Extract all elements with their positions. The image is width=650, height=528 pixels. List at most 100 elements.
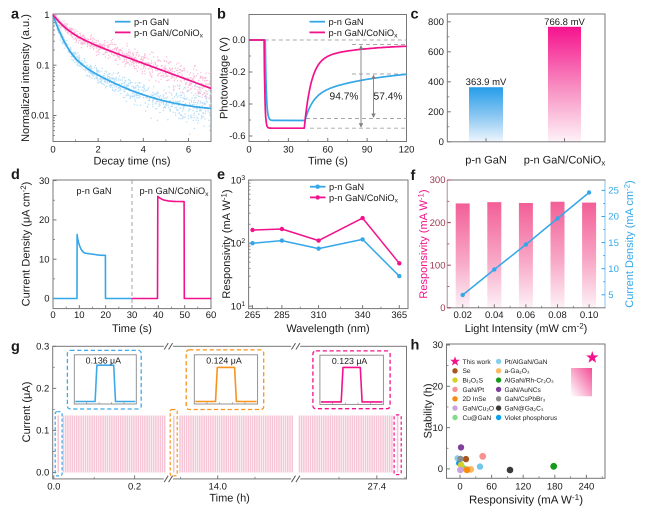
svg-text:0: 0 (438, 464, 443, 475)
svg-text:a: a (11, 7, 20, 23)
svg-text:363.9 mV: 363.9 mV (466, 77, 507, 88)
svg-text:Cu@GaN: Cu@GaN (463, 415, 492, 422)
svg-text:p-n GaN/CoNiOx: p-n GaN/CoNiOx (134, 28, 204, 40)
svg-text:p-n GaN: p-n GaN (465, 155, 507, 167)
svg-text:20: 20 (39, 215, 50, 226)
svg-text:Current Density (μA cm-2): Current Density (μA cm-2) (19, 182, 32, 307)
svg-text:101: 101 (231, 301, 246, 312)
svg-text:Current Density (mA cm-2): Current Density (mA cm-2) (623, 180, 636, 307)
svg-text:0.2: 0.2 (128, 482, 141, 493)
svg-text:Se: Se (463, 368, 471, 375)
svg-text:Responsivity (mA W-1): Responsivity (mA W-1) (469, 493, 583, 506)
svg-text:p-n GaN/CoNiOx: p-n GaN/CoNiOx (140, 186, 210, 198)
svg-text:120: 120 (399, 144, 415, 155)
svg-text:0.0: 0.0 (36, 468, 49, 479)
svg-text:Decay time (ns): Decay time (ns) (93, 155, 170, 167)
svg-text:30: 30 (39, 176, 50, 187)
svg-text:0: 0 (44, 294, 49, 305)
svg-text:0.0: 0.0 (232, 35, 245, 46)
svg-text:GaN/Pt: GaN/Pt (463, 387, 485, 394)
svg-text:0.3: 0.3 (36, 342, 49, 353)
svg-text:200: 200 (430, 218, 446, 229)
svg-text:Responsivity (mA W-1): Responsivity (mA W-1) (417, 189, 430, 298)
svg-text:0: 0 (50, 144, 55, 155)
svg-text:e: e (217, 167, 225, 183)
svg-text:Responsivity (mA W-1): Responsivity (mA W-1) (220, 189, 233, 298)
svg-text:30: 30 (283, 144, 294, 155)
svg-text:Time (s): Time (s) (112, 323, 152, 335)
svg-text:Bi₂O₂S: Bi₂O₂S (463, 378, 484, 385)
svg-text:Current (μA): Current (μA) (21, 382, 33, 443)
svg-text:p-n GaN/CoNiOx: p-n GaN/CoNiOx (329, 28, 399, 40)
svg-text:400: 400 (428, 77, 444, 88)
svg-text:102: 102 (231, 238, 246, 249)
svg-text:GaN/Cu₂O: GaN/Cu₂O (463, 406, 495, 413)
svg-text:57.4%: 57.4% (374, 92, 403, 103)
svg-text:Violet phosphorus: Violet phosphorus (505, 415, 558, 422)
svg-text:Pt/AlGaN/GaN: Pt/AlGaN/GaN (505, 359, 548, 366)
svg-text:0.06: 0.06 (517, 310, 536, 321)
svg-text:766.8 mV: 766.8 mV (544, 17, 585, 28)
svg-text:GaN/CsPbBr₃: GaN/CsPbBr₃ (505, 396, 546, 403)
svg-text:0.1: 0.1 (36, 60, 49, 71)
svg-text:10: 10 (608, 264, 619, 275)
svg-text:265: 265 (245, 310, 261, 321)
svg-text:-0.2: -0.2 (229, 67, 245, 78)
svg-text:0: 0 (439, 137, 444, 148)
svg-text:25: 25 (608, 186, 619, 197)
svg-text:5: 5 (608, 290, 613, 301)
svg-text:0.10: 0.10 (580, 310, 599, 321)
svg-text:20: 20 (100, 310, 111, 321)
svg-text:0.02: 0.02 (453, 310, 472, 321)
svg-text:Light Intensity (mW cm-2): Light Intensity (mW cm-2) (465, 322, 588, 335)
svg-text:30: 30 (433, 340, 444, 351)
svg-text:-0.4: -0.4 (229, 99, 245, 110)
svg-text:a-Ga₂O₃: a-Ga₂O₃ (505, 368, 530, 375)
svg-text:285: 285 (274, 310, 290, 321)
svg-text:0.01: 0.01 (31, 111, 50, 122)
svg-text:0.136 μA: 0.136 μA (86, 356, 122, 366)
svg-text:10: 10 (39, 254, 50, 265)
svg-text:27.4: 27.4 (368, 482, 387, 493)
svg-text:60: 60 (206, 310, 217, 321)
svg-text:20: 20 (433, 382, 444, 393)
svg-text:0.123 μA: 0.123 μA (332, 356, 368, 366)
svg-text:0.04: 0.04 (485, 310, 504, 321)
svg-text:200: 200 (428, 107, 444, 118)
svg-text:103: 103 (231, 175, 246, 186)
svg-text:240: 240 (578, 481, 594, 492)
svg-text:180: 180 (547, 481, 563, 492)
svg-text:365: 365 (391, 310, 407, 321)
svg-text:40: 40 (153, 310, 164, 321)
svg-text:90: 90 (362, 144, 373, 155)
svg-text:p-n GaN: p-n GaN (134, 17, 169, 27)
svg-text:15: 15 (608, 238, 619, 249)
svg-text:0: 0 (246, 144, 251, 155)
svg-text:Time (s): Time (s) (308, 155, 348, 167)
svg-text:4: 4 (141, 144, 146, 155)
svg-text:340: 340 (355, 310, 371, 321)
svg-text:14.0: 14.0 (208, 482, 227, 493)
svg-text:Wavelength (nm): Wavelength (nm) (286, 323, 369, 335)
svg-text:50: 50 (179, 310, 190, 321)
svg-text:10: 10 (433, 423, 444, 434)
svg-text:94.7%: 94.7% (330, 92, 359, 103)
svg-text:p-n GaN/CoNiOx: p-n GaN/CoNiOx (524, 155, 606, 168)
svg-text:GaN@Ga₂C₃: GaN@Ga₂C₃ (505, 406, 544, 413)
svg-text:310: 310 (311, 310, 327, 321)
svg-text:2: 2 (96, 144, 101, 155)
svg-text:-0.6: -0.6 (229, 131, 245, 142)
svg-text:p-n GaN/CoNiOx: p-n GaN/CoNiOx (329, 193, 399, 205)
svg-text:10: 10 (74, 310, 85, 321)
svg-text:Stability (h): Stability (h) (423, 383, 435, 438)
svg-text:20: 20 (608, 212, 619, 223)
svg-text:Photovoltage (V): Photovoltage (V) (219, 37, 231, 119)
svg-text:Normalized intensity (a.u.): Normalized intensity (a.u.) (20, 14, 32, 142)
svg-text:f: f (411, 168, 416, 184)
svg-text:0: 0 (50, 310, 55, 321)
svg-text:0: 0 (457, 481, 462, 492)
svg-text:600: 600 (428, 47, 444, 58)
svg-text:c: c (411, 7, 419, 23)
svg-text:100: 100 (430, 260, 446, 271)
svg-text:60: 60 (323, 144, 334, 155)
